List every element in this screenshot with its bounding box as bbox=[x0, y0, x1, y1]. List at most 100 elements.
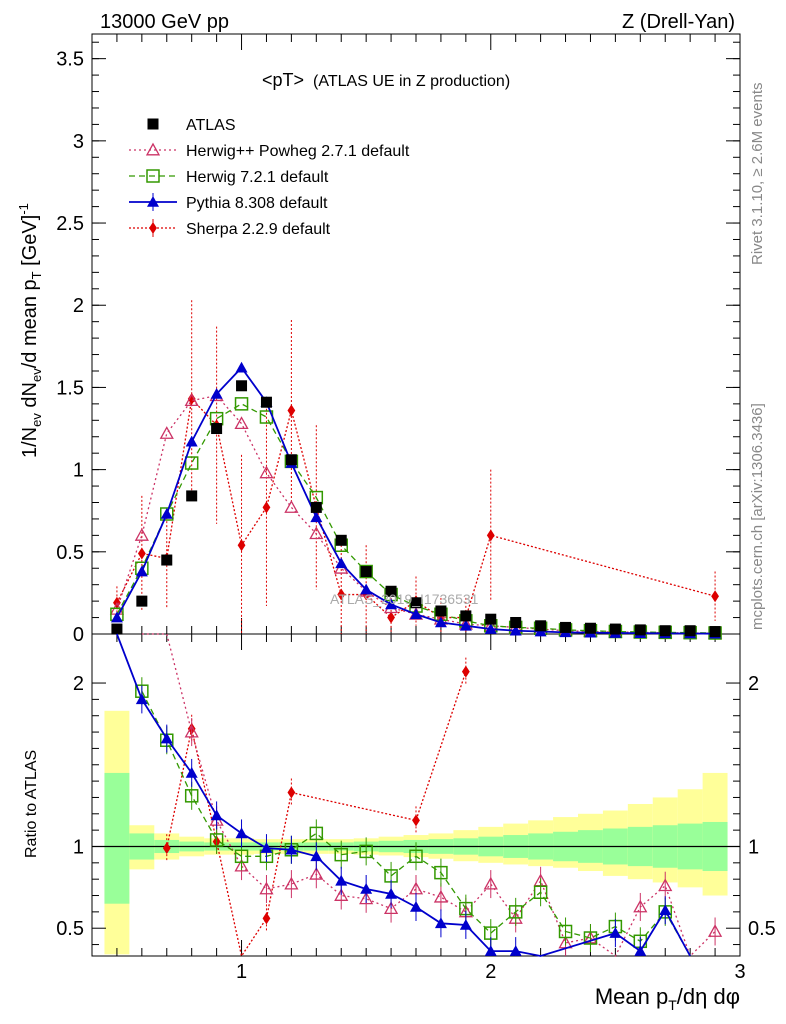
data-point bbox=[435, 605, 447, 617]
data-point bbox=[187, 392, 196, 405]
data-point bbox=[335, 534, 347, 546]
y-tick-label: 0.5 bbox=[56, 542, 84, 564]
data-point bbox=[609, 623, 621, 635]
ratio-point bbox=[459, 918, 472, 930]
series-line bbox=[116, 397, 716, 619]
data-point bbox=[237, 539, 246, 552]
ratio-point bbox=[184, 789, 199, 803]
ratio-point bbox=[508, 905, 523, 919]
ratio-point bbox=[209, 833, 224, 847]
ratio-point bbox=[633, 899, 648, 913]
data-point bbox=[634, 624, 646, 636]
data-point bbox=[236, 380, 248, 392]
ratio-point bbox=[135, 693, 148, 705]
legend-label: Herwig 7.2.1 default bbox=[186, 169, 329, 186]
data-point bbox=[287, 404, 296, 417]
data-point bbox=[509, 624, 522, 636]
data-point bbox=[110, 611, 123, 623]
ratio-point bbox=[184, 724, 199, 738]
data-point bbox=[385, 598, 398, 610]
data-point bbox=[161, 554, 173, 566]
rivet-label: Rivet 3.1.10, ≥ 2.6M events bbox=[749, 83, 766, 266]
ratio-point bbox=[262, 912, 271, 925]
data-point bbox=[385, 585, 397, 597]
ratio-point bbox=[383, 901, 399, 915]
legend-marker bbox=[149, 222, 157, 234]
data-point bbox=[309, 526, 324, 540]
legend-item: Herwig++ Powheg 2.7.1 default bbox=[129, 142, 410, 160]
data-point bbox=[136, 595, 148, 607]
series-atlas bbox=[111, 380, 721, 638]
data-point bbox=[337, 588, 346, 601]
legend-marker bbox=[145, 142, 161, 156]
data-point bbox=[387, 611, 395, 624]
data-point bbox=[484, 623, 497, 634]
ratio-point bbox=[284, 876, 299, 890]
ratio-point bbox=[533, 885, 548, 900]
ratio-point bbox=[185, 766, 198, 778]
ratio-point bbox=[658, 878, 673, 892]
ratio-y-tick-label-right: 0.5 bbox=[748, 918, 776, 940]
data-point bbox=[659, 625, 671, 637]
data-point bbox=[584, 622, 596, 634]
legend-label: Herwig++ Powheg 2.7.1 default bbox=[186, 143, 410, 160]
legend-item: Sherpa 2.2.9 default bbox=[129, 219, 331, 238]
data-point bbox=[134, 528, 149, 541]
y-tick-label: 2 bbox=[73, 295, 84, 317]
legend-marker bbox=[147, 118, 159, 130]
ratio-axis-ticks: 1 2 30.5 0.51 12 2 bbox=[56, 634, 776, 983]
header-right: Z (Drell-Yan) bbox=[622, 11, 735, 33]
x-tick-label: 2 bbox=[485, 961, 496, 983]
ratio-point bbox=[433, 889, 449, 903]
main-y-axis-label: 1/Nev dNev/d mean pT [GeV]-1 bbox=[16, 203, 44, 458]
data-point bbox=[234, 397, 249, 411]
ratio-point bbox=[360, 882, 373, 894]
x-tick-label: 3 bbox=[734, 961, 745, 983]
data-point bbox=[459, 619, 472, 631]
y-tick-label: 3.5 bbox=[56, 49, 84, 71]
data-point bbox=[160, 508, 173, 519]
data-point bbox=[360, 566, 372, 578]
ratio-series-pythia-8-308-default bbox=[116, 633, 691, 957]
main-axis-ticks: 0 0.5 1 1.5 2 2.5 3 3.5 bbox=[56, 34, 741, 646]
data-point bbox=[535, 620, 547, 632]
data-point bbox=[285, 454, 297, 466]
data-point bbox=[486, 529, 495, 542]
ratio-series-line bbox=[166, 671, 467, 958]
data-point bbox=[410, 608, 422, 620]
mcplots-label: mcplots.cern.ch [arXiv:1306.3436] bbox=[749, 403, 766, 630]
main-plot-series bbox=[109, 300, 723, 640]
ratio-y-tick-label: 1 bbox=[73, 836, 84, 858]
plot-title-sub: (ATLAS UE in Z production) bbox=[313, 73, 510, 90]
x-tick-label: 1 bbox=[236, 961, 247, 983]
data-point bbox=[135, 565, 148, 577]
data-point bbox=[184, 393, 199, 407]
ratio-point bbox=[558, 924, 573, 939]
data-point bbox=[284, 500, 299, 513]
ratio-point bbox=[210, 809, 223, 821]
data-point bbox=[137, 547, 146, 560]
data-point bbox=[310, 501, 322, 513]
ratio-point bbox=[707, 924, 723, 937]
ratio-point bbox=[334, 888, 349, 901]
data-point bbox=[184, 456, 199, 470]
ratio-point bbox=[310, 850, 323, 862]
data-point bbox=[111, 623, 123, 635]
data-point bbox=[262, 501, 271, 514]
ratio-point bbox=[359, 891, 374, 905]
x-axis-label: Mean pT/dη dφ bbox=[595, 984, 740, 1013]
data-point bbox=[235, 361, 248, 373]
data-point bbox=[210, 388, 223, 399]
data-point bbox=[711, 590, 719, 603]
ratio-point bbox=[334, 847, 348, 862]
y-tick-label: 1.5 bbox=[56, 377, 84, 399]
data-point bbox=[410, 597, 422, 609]
legend-marker bbox=[147, 196, 159, 207]
ratio-point bbox=[309, 826, 324, 841]
data-point bbox=[485, 613, 497, 625]
ratio-point bbox=[434, 917, 447, 929]
data-point bbox=[159, 426, 174, 439]
y-tick-label: 1 bbox=[73, 460, 84, 482]
ratio-y-tick-label: 2 bbox=[73, 673, 84, 695]
